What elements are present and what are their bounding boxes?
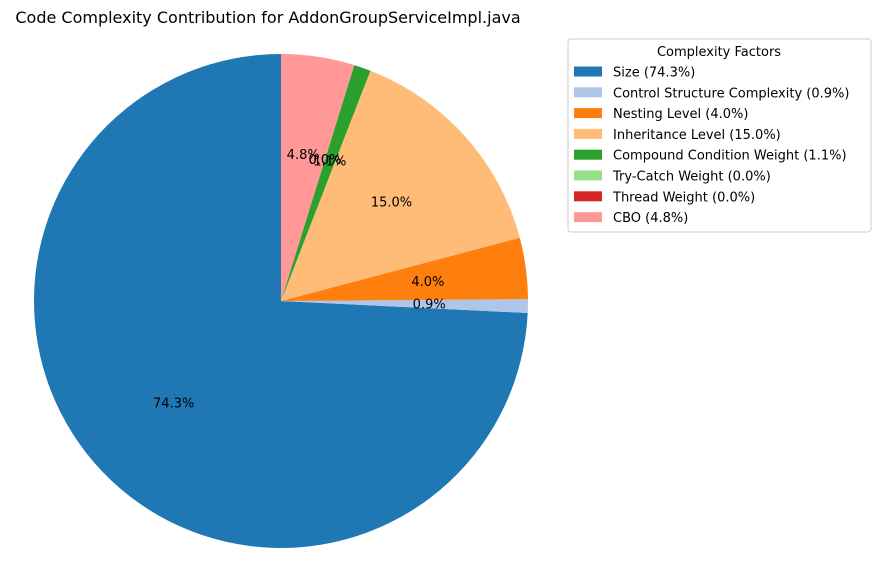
slice-label-nesting-level: 4.0%: [411, 275, 444, 290]
legend-swatch-compound-condition-weight: [574, 149, 602, 160]
legend-label-inheritance-level: Inheritance Level (15.0%): [613, 128, 781, 143]
legend-label-size: Size (74.3%): [613, 66, 695, 81]
pie-slice-cbo: [281, 54, 355, 301]
legend-label-control-structure-complexity: Control Structure Complexity (0.9%): [613, 86, 849, 101]
legend-label-try-catch-weight: Try-Catch Weight (0.0%): [612, 170, 771, 185]
legend-items: Size (74.3%) Control Structure Complexity…: [574, 66, 849, 226]
legend-swatch-size: [574, 66, 602, 77]
slice-label-control-structure-complexity: 0.9%: [413, 298, 446, 313]
legend-swatch-thread-weight: [574, 191, 602, 202]
chart-title: Code Complexity Contribution for AddonGr…: [15, 8, 520, 27]
pie-slice-control-structure-complexity: [281, 299, 528, 314]
slice-label-inheritance-level: 15.0%: [371, 196, 412, 211]
slice-label-try-catch-weight: 0.0%: [308, 153, 341, 168]
slice-label-thread-weight: 0.0%: [308, 153, 341, 168]
legend-swatch-nesting-level: [574, 108, 602, 119]
pie-slice-inheritance-level: [281, 70, 520, 301]
slice-label-compound-condition-weight: 1.1%: [313, 155, 346, 170]
legend-swatch-try-catch-weight: [574, 170, 602, 181]
legend-frame: [567, 38, 872, 233]
legend-swatch-cbo: [574, 212, 602, 223]
legend-swatch-inheritance-level: [574, 128, 602, 139]
pie-slices: [34, 54, 528, 548]
pie-slice-compound-condition-weight: [281, 65, 371, 301]
slice-label-cbo: 4.8%: [287, 148, 320, 163]
legend-label-thread-weight: Thread Weight (0.0%): [612, 190, 755, 205]
legend-swatch-control-structure-complexity: [574, 87, 602, 98]
slice-label-size: 74.3%: [153, 397, 194, 412]
legend-label-cbo: CBO (4.8%): [613, 211, 688, 226]
pie-slice-size: [34, 54, 528, 548]
legend-label-nesting-level: Nesting Level (4.0%): [613, 107, 748, 122]
pie-slice-labels: 74.3%0.9%4.0%15.0%1.1%0.0%0.0%4.8%: [153, 148, 446, 412]
legend-label-compound-condition-weight: Compound Condition Weight (1.1%): [613, 149, 847, 164]
legend-title: Complexity Factors: [657, 45, 781, 60]
pie-slice-nesting-level: [281, 237, 528, 301]
legend: Complexity Factors Size (74.3%) Control S…: [567, 38, 872, 233]
